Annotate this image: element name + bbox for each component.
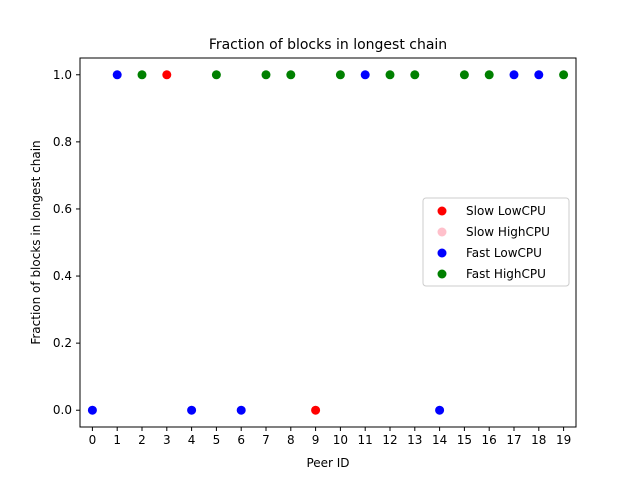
x-tick-label: 15 — [457, 433, 472, 447]
y-axis-label: Fraction of blocks in longest chain — [29, 140, 43, 344]
legend-label: Fast HighCPU — [466, 267, 546, 281]
x-tick-label: 1 — [113, 433, 121, 447]
x-tick-label: 10 — [333, 433, 348, 447]
data-point — [559, 70, 569, 80]
y-tick-label: 0.6 — [53, 202, 72, 216]
legend-label: Fast LowCPU — [466, 246, 542, 260]
data-point — [410, 70, 420, 80]
chart-title: Fraction of blocks in longest chain — [209, 37, 447, 53]
data-point — [311, 405, 321, 415]
legend-marker — [437, 206, 447, 216]
x-tick-label: 4 — [188, 433, 196, 447]
legend: Slow LowCPU Slow HighCPU Fast LowCPU Fast H… — [422, 197, 570, 287]
x-tick-label: 3 — [163, 433, 171, 447]
x-tick-label: 12 — [382, 433, 397, 447]
data-point — [236, 405, 246, 415]
y-tick-label: 0.0 — [53, 403, 72, 417]
data-point — [211, 70, 221, 80]
legend-label: Slow LowCPU — [466, 204, 546, 218]
x-tick-label: 0 — [89, 433, 97, 447]
legend-marker — [437, 227, 447, 237]
legend-marker — [437, 269, 447, 279]
data-point — [459, 70, 469, 80]
x-tick-label: 19 — [556, 433, 571, 447]
y-tick-label: 1.0 — [53, 68, 72, 82]
x-tick-label: 17 — [506, 433, 521, 447]
x-tick-label: 14 — [432, 433, 447, 447]
y-tick-label: 0.8 — [53, 135, 72, 149]
data-point — [286, 70, 296, 80]
x-tick-label: 7 — [262, 433, 270, 447]
legend-box — [422, 197, 570, 287]
plot-frame — [79, 57, 577, 428]
x-tick-label: 8 — [287, 433, 295, 447]
data-points — [87, 70, 569, 415]
data-point — [112, 70, 122, 80]
data-point — [162, 70, 172, 80]
y-tick-label: 0.2 — [53, 336, 72, 350]
x-axis-label: Peer ID — [306, 456, 349, 470]
data-point — [360, 70, 370, 80]
data-point — [484, 70, 494, 80]
legend-label: Slow HighCPU — [466, 225, 550, 239]
data-point — [137, 70, 147, 80]
data-point — [385, 70, 395, 80]
data-point — [435, 405, 445, 415]
axis-ticks: 0 1 2 3 4 5 6 7 8 9 10 11 12 13 14 15 16 17 18 190.00.20.40… — [53, 68, 571, 447]
data-point — [335, 70, 345, 80]
x-tick-label: 2 — [138, 433, 146, 447]
x-tick-label: 5 — [213, 433, 221, 447]
x-tick-label: 18 — [531, 433, 546, 447]
data-point — [187, 405, 197, 415]
data-point — [261, 70, 271, 80]
y-tick-label: 0.4 — [53, 269, 72, 283]
x-tick-label: 16 — [482, 433, 497, 447]
x-tick-label: 11 — [358, 433, 373, 447]
data-point — [87, 405, 97, 415]
x-tick-label: 9 — [312, 433, 320, 447]
data-point — [534, 70, 544, 80]
x-tick-label: 6 — [237, 433, 245, 447]
data-point — [509, 70, 519, 80]
x-tick-label: 13 — [407, 433, 422, 447]
legend-marker — [437, 248, 447, 258]
